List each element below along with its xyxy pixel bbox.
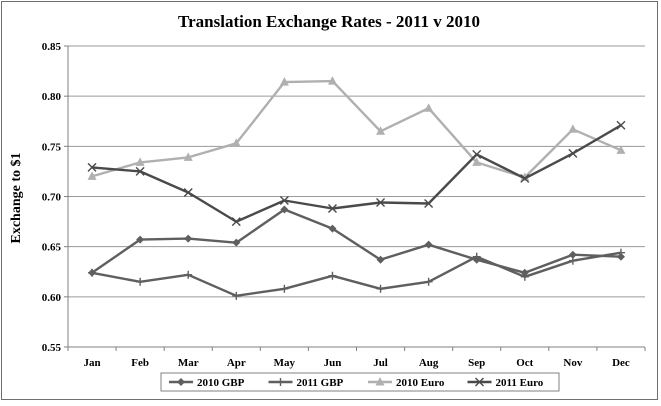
x-tick-label: Dec [612,357,630,369]
data-point [376,198,386,208]
data-point [520,172,530,181]
y-tick-label: 0.85 [42,41,62,53]
legend-entry: 2011 GBP [297,377,344,389]
legend-marker [375,377,385,386]
y-tick-label: 0.60 [42,292,62,304]
data-point [327,204,337,214]
data-point [231,138,241,147]
data-point [472,149,482,159]
series-line-3 [91,124,622,223]
series-line-0 [91,208,622,274]
legend-marker [276,378,285,386]
data-point [616,145,626,154]
data-point [376,284,385,293]
data-point [280,205,289,214]
data-point [280,284,289,293]
data-point [87,162,97,172]
x-tick-label: Jul [373,357,388,369]
x-tick-label: Apr [227,357,246,369]
data-point [520,173,530,183]
x-tick-label: Jan [83,357,100,369]
legend-marker [177,378,185,386]
data-point [616,252,625,261]
data-point [424,199,434,209]
axes: 0.55 0.60 0.65 0.70 0.75 0.80 0.85 Jan Feb Mar Apr… [42,41,646,369]
x-tick-label: May [274,357,296,369]
y-tick-label: 0.80 [42,91,62,103]
x-tick-label: Mar [178,357,199,369]
series-lines [87,76,626,300]
data-point [232,238,241,247]
data-point [424,240,433,249]
x-tick-label: Aug [419,357,439,369]
data-point [568,148,578,158]
y-axis-label: Exchange to $1 [9,153,24,244]
legend-entry: 2010 GBP [197,377,245,389]
y-tick-label: 0.55 [42,342,62,354]
data-point [424,277,433,286]
data-point [424,103,434,112]
data-point [568,250,577,259]
chart-title: Translation Exchange Rates - 2011 v 2010 [178,12,480,31]
x-tick-label: Oct [516,357,533,369]
data-point [328,224,337,233]
data-point [88,268,97,277]
data-point [376,126,386,135]
data-point [136,235,145,244]
data-point [279,196,289,206]
legend-marker [475,377,484,387]
data-point [472,252,481,261]
chart-frame: Translation Exchange Rates - 2011 v 2010… [1,1,658,400]
data-point [328,271,337,280]
series-line-2 [91,79,622,179]
data-point [231,217,241,227]
data-point [616,248,625,257]
data-point [183,152,193,161]
x-tick-label: Nov [563,357,582,369]
y-tick-label: 0.70 [42,192,62,204]
data-point [472,157,482,166]
x-tick-label: Jun [324,357,342,369]
data-point [568,256,577,265]
legend-entry: 2010 Euro [396,377,445,389]
data-point [135,166,145,176]
data-point [232,291,241,300]
data-point [136,277,145,286]
gridlines [68,45,645,298]
data-point [327,76,337,85]
legend-box [160,372,560,392]
data-point [520,272,529,281]
data-point [279,77,289,86]
data-point [183,187,193,197]
data-point [184,234,193,243]
legend: 2010 GBP 2011 GBP 2010 Euro 2011 Euro [160,372,560,392]
data-point [568,124,578,133]
x-tick-label: Sep [468,357,485,369]
data-point [616,120,626,130]
legend-entry: 2011 Euro [496,377,544,389]
data-point [87,171,97,180]
y-tick-label: 0.65 [42,242,62,254]
line-chart: Translation Exchange Rates - 2011 v 2010… [9,12,646,392]
y-tick-label: 0.75 [42,141,62,153]
data-point [135,157,145,166]
x-tick-label: Feb [131,357,149,369]
data-point [184,270,193,279]
series-line-1 [91,251,622,297]
